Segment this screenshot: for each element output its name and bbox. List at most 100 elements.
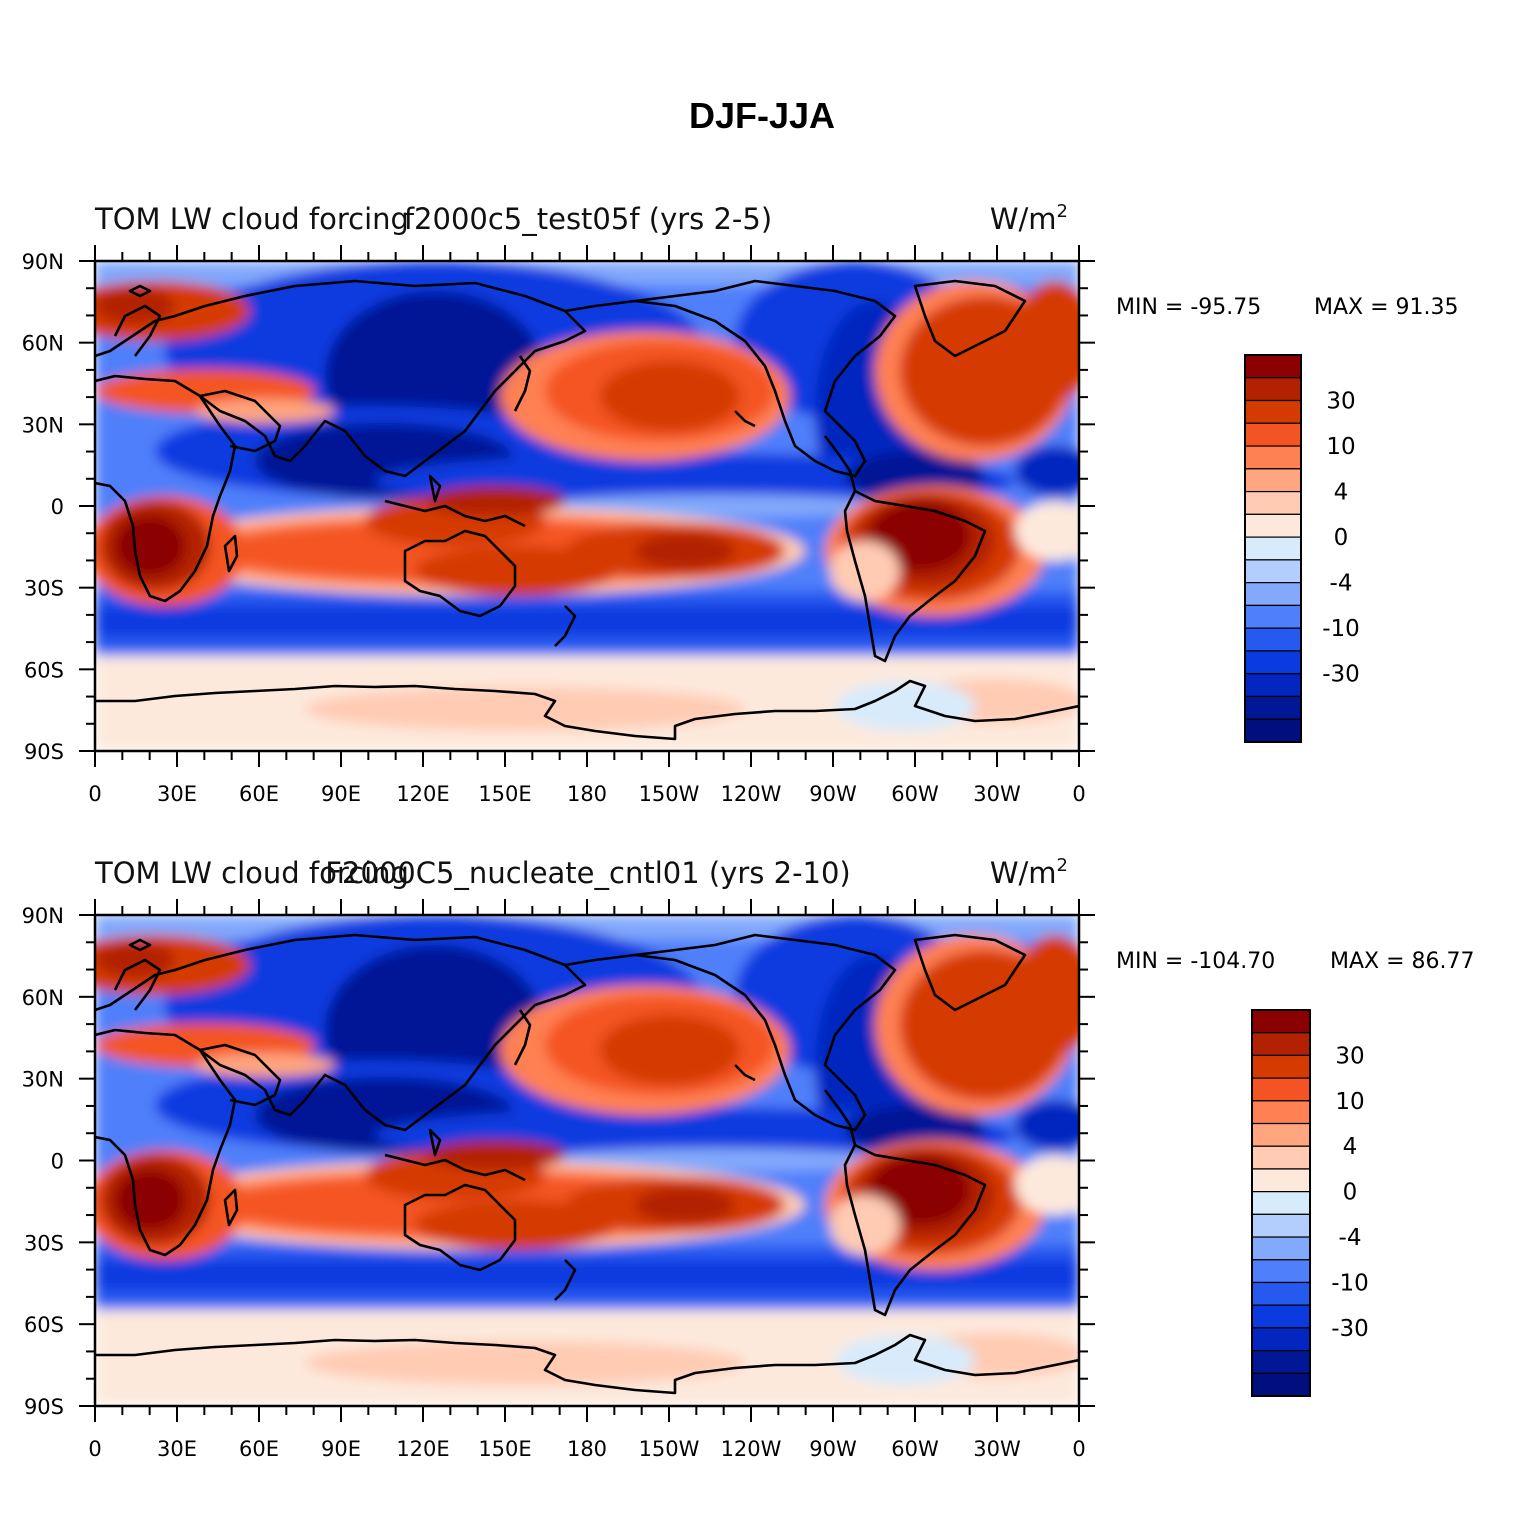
colorbar-label: 30 — [1326, 389, 1355, 415]
colorbar-swatch — [1251, 1077, 1311, 1102]
units-text: W/m — [990, 202, 1057, 236]
colorbar-swatch — [1244, 445, 1302, 470]
colorbar-label: 4 — [1343, 1134, 1358, 1160]
lon-label: 90W — [809, 1437, 857, 1461]
colorbar-label: 4 — [1334, 480, 1349, 506]
colorbar-swatch — [1251, 1122, 1311, 1147]
colorbar-swatch — [1251, 1259, 1311, 1284]
axes-top: 90N 60N 30N 0 30S 60S 90S 0 30E 60E 90E 120E 150E 180… — [22, 245, 1095, 806]
colorbar-swatch — [1251, 1191, 1311, 1215]
lon-label: 60E — [239, 782, 279, 806]
left-string: TOM LW cloud forcing — [94, 856, 409, 890]
units-text: W/m — [990, 856, 1057, 890]
lat-label: 30S — [24, 1231, 64, 1255]
lon-label: 30E — [157, 1437, 197, 1461]
colorbar-label: 0 — [1334, 525, 1349, 551]
lat-label: 60S — [24, 1313, 64, 1337]
colorbar-swatch — [1244, 627, 1302, 652]
colorbar-swatch — [1251, 1009, 1311, 1034]
lat-label: 30N — [22, 1068, 64, 1092]
colorbar-swatch — [1244, 377, 1302, 402]
colorbar-label: 10 — [1335, 1089, 1364, 1115]
colorbar-swatch — [1251, 1100, 1311, 1125]
units-superscript: 2 — [1057, 201, 1068, 222]
lat-label: 30S — [24, 577, 64, 601]
min-label: MIN = -95.75 — [1116, 295, 1261, 320]
colorbar-frame — [1251, 1009, 1311, 1397]
colorbar-label: 10 — [1326, 434, 1355, 460]
colorbar-label: -30 — [1322, 662, 1360, 688]
colorbar-swatch — [1244, 650, 1302, 675]
colorbar-swatch — [1251, 1281, 1311, 1306]
lon-label: 150E — [478, 1437, 531, 1461]
colorbar-label: 30 — [1335, 1043, 1364, 1069]
colorbar-swatch — [1251, 1145, 1311, 1170]
colorbar-swatch — [1244, 673, 1302, 698]
colorbar-swatch — [1251, 1372, 1311, 1397]
colorbar-swatch — [1251, 1304, 1311, 1329]
colorbar-label: -10 — [1322, 616, 1360, 642]
colorbar-bottom: 30 10 4 0 -4 -10 -30 — [1251, 1009, 1369, 1397]
lon-label: 120W — [721, 1437, 782, 1461]
colorbar-label: 0 — [1343, 1180, 1358, 1206]
colorbar-swatch — [1244, 513, 1302, 538]
lon-label: 150W — [639, 1437, 700, 1461]
lon-label: 180 — [567, 782, 607, 806]
lon-label: 0 — [1072, 782, 1085, 806]
lat-label: 90S — [24, 1395, 64, 1419]
units-label: W/m2 — [990, 855, 1068, 890]
figure-title: DJF-JJA — [689, 95, 835, 136]
units-superscript: 2 — [1057, 855, 1068, 876]
lon-label: 30W — [973, 782, 1021, 806]
colorbar-swatch — [1251, 1327, 1311, 1352]
colorbar-frame — [1244, 354, 1302, 743]
lat-label: 90N — [22, 904, 64, 928]
lon-label: 180 — [567, 1437, 607, 1461]
colorbar-swatch — [1251, 1168, 1311, 1193]
colorbar-label: -10 — [1331, 1270, 1369, 1296]
colorbar-swatch — [1251, 1213, 1311, 1238]
min-label: MIN = -104.70 — [1116, 949, 1275, 974]
colorbar-swatch — [1244, 399, 1302, 424]
colorbar-swatch — [1244, 695, 1302, 720]
lon-label: 120E — [396, 1437, 449, 1461]
lon-label: 150E — [478, 782, 531, 806]
lat-label: 0 — [51, 495, 64, 519]
lon-label: 90W — [809, 782, 857, 806]
map-panel-top: TOM LW cloud forcing f2000c5_test05f (yr… — [22, 201, 1459, 806]
lat-label: 60N — [22, 332, 64, 356]
max-label: MAX = 91.35 — [1314, 295, 1459, 320]
lon-label: 0 — [88, 1437, 101, 1461]
units-label: W/m2 — [990, 201, 1068, 236]
lat-label: 60S — [24, 658, 64, 682]
colorbar-swatch — [1251, 1032, 1311, 1057]
colorbar-label: -4 — [1339, 1225, 1362, 1251]
lon-label: 0 — [1072, 1437, 1085, 1461]
map-panel-bottom: TOM LW cloud forcing F2000C5_nucleate_cn… — [22, 855, 1475, 1461]
colorbar-swatch — [1244, 468, 1302, 493]
lat-label: 30N — [22, 413, 64, 437]
lon-label: 120W — [721, 782, 782, 806]
colorbar-swatch — [1244, 582, 1302, 607]
colorbar-swatch — [1244, 490, 1302, 515]
lon-label: 90E — [321, 782, 361, 806]
colorbar-swatch — [1244, 718, 1302, 743]
lon-label: 60W — [891, 782, 939, 806]
lon-label: 90E — [321, 1437, 361, 1461]
colorbar-swatch — [1251, 1349, 1311, 1374]
axes-bottom: 90N 60N 30N 0 30S 60S 90S 0 30E 60E 90E 120E 150E 180… — [22, 899, 1095, 1461]
colorbar-swatch — [1244, 536, 1302, 561]
lon-label: 30W — [973, 1437, 1021, 1461]
colorbar-swatch — [1244, 604, 1302, 629]
lon-label: 150W — [639, 782, 700, 806]
colorbar-label: -4 — [1330, 571, 1353, 597]
lon-label: 30E — [157, 782, 197, 806]
colorbar-top: 30 10 4 0 -4 -10 -30 — [1244, 354, 1360, 743]
lon-label: 60W — [891, 1437, 939, 1461]
colorbar-label: -30 — [1331, 1316, 1369, 1342]
lon-label: 0 — [88, 782, 101, 806]
colorbar-swatch — [1244, 422, 1302, 447]
lat-label: 0 — [51, 1150, 64, 1174]
left-string: TOM LW cloud forcing — [94, 202, 409, 236]
lat-label: 60N — [22, 986, 64, 1010]
